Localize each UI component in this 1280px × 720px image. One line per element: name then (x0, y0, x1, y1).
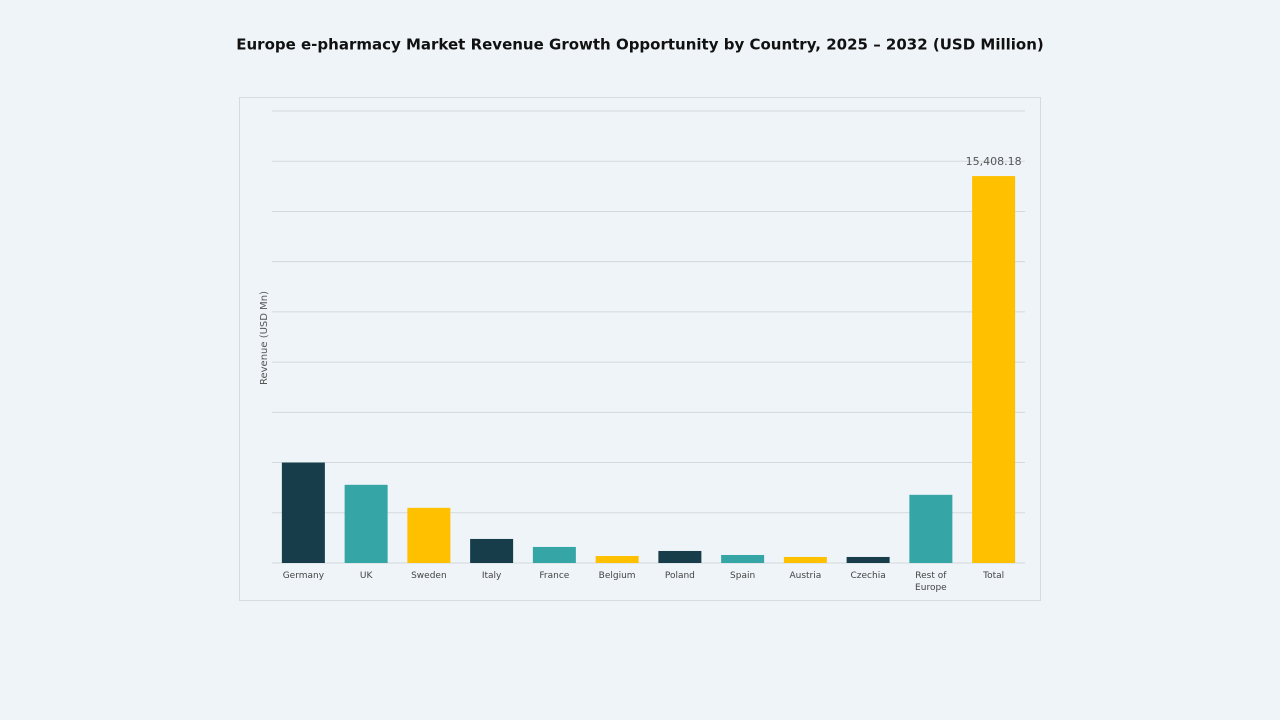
bar (470, 538, 514, 563)
x-tick-label: Rest of Europe (915, 571, 947, 593)
x-tick-label: Spain (730, 571, 756, 581)
bar (721, 554, 765, 563)
chart-title: Europe e-pharmacy Market Revenue Growth … (236, 36, 1043, 54)
x-tick-label: France (539, 571, 570, 581)
x-tick-label: UK (359, 571, 373, 581)
bar (532, 546, 576, 563)
x-tick-label: Total (983, 571, 1005, 581)
value-label: 15,408.18 (966, 155, 1022, 168)
bar (909, 494, 953, 563)
y-axis-label: Revenue (USD Mn) (259, 291, 270, 385)
x-tick-label: Italy (481, 571, 502, 581)
bar (846, 556, 890, 563)
x-tick-label: Sweden (411, 571, 447, 581)
bar (344, 484, 388, 563)
x-tick-label: Germany (282, 571, 325, 581)
x-tick-label: Belgium (598, 571, 636, 581)
bar (972, 176, 1016, 563)
bar (658, 550, 702, 563)
x-tick-label: Austria (789, 571, 822, 581)
bar (595, 555, 639, 563)
bar (783, 556, 827, 563)
bar (281, 462, 325, 563)
bar (407, 507, 451, 563)
x-tick-label: Poland (664, 571, 695, 581)
x-tick-label: Czechia (850, 571, 886, 581)
